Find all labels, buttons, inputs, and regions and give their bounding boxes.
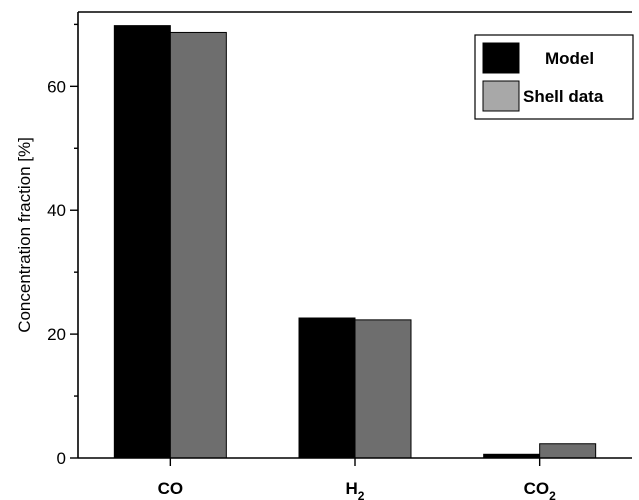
- x-tick-label-subscript: 2: [549, 489, 556, 500]
- x-tick-label-h2: H2: [346, 479, 365, 500]
- y-ticks-group: 0 20 40 60: [47, 23, 78, 468]
- x-tick-label-base: H: [346, 479, 358, 498]
- legend-swatch-shell-data: [482, 80, 520, 112]
- bar-model-h2: [298, 317, 356, 459]
- y-tick-label-0: 0: [57, 449, 66, 468]
- legend-label-model: Model: [545, 49, 594, 68]
- bars-group: [113, 25, 597, 459]
- legend-label-shell-data: Shell data: [523, 87, 604, 106]
- x-tick-label-co: CO: [158, 479, 184, 498]
- bar-shell-data-co2: [539, 443, 597, 459]
- bar-shell-data-co: [169, 31, 227, 459]
- bar-shell-data-h2: [354, 319, 412, 459]
- x-tick-label-subscript: 2: [358, 489, 365, 500]
- x-ticks-group: CO H2 CO2: [158, 458, 556, 500]
- y-tick-label-40: 40: [47, 201, 66, 220]
- y-axis-label: Concentration fraction [%]: [15, 137, 34, 333]
- bar-model-co: [113, 25, 171, 459]
- x-tick-label-base: CO: [158, 479, 184, 498]
- x-tick-label-co2: CO2: [524, 479, 557, 500]
- y-tick-label-60: 60: [47, 77, 66, 96]
- x-tick-label-base: CO: [524, 479, 550, 498]
- y-tick-label-20: 20: [47, 325, 66, 344]
- legend: Model Shell data: [474, 34, 634, 120]
- legend-swatch-model: [482, 42, 520, 74]
